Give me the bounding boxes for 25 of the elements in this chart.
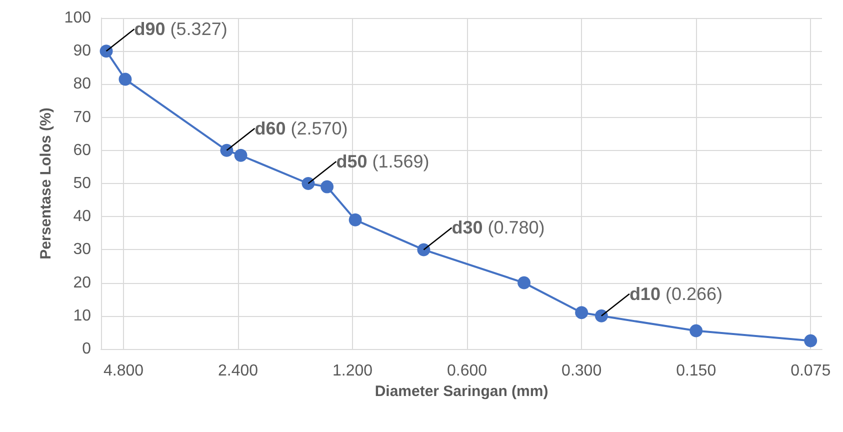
x-tick-label: 4.800 <box>103 362 144 380</box>
y-tick-label: 50 <box>73 175 92 192</box>
y-tick-label: 30 <box>73 241 92 258</box>
annotation: d90 (5.327) <box>134 19 228 40</box>
y-tick-label: 70 <box>73 108 92 126</box>
y-tick-label: 100 <box>64 10 92 26</box>
y-tick-label: 10 <box>73 307 92 324</box>
x-tick-label: 0.600 <box>447 362 488 380</box>
y-tick-label: 80 <box>73 76 92 93</box>
x-tick-label: 0.300 <box>562 362 602 380</box>
y-tick-label: 0 <box>82 340 92 358</box>
x-tick-label: 2.400 <box>218 362 258 380</box>
x-tick-label: 1.200 <box>332 362 373 380</box>
y-tick-label: 60 <box>73 142 92 159</box>
y-tick-label: 20 <box>73 274 92 292</box>
y-axis-title: Persentase Lolos (%) <box>37 108 54 260</box>
x-axis-title: Diameter Saringan (mm) <box>374 382 548 400</box>
annotation: d60 (2.570) <box>254 118 348 138</box>
x-tick-label: 0.150 <box>676 362 716 380</box>
annotation: d10 (0.266) <box>629 284 722 304</box>
y-tick-label: 40 <box>73 208 92 226</box>
annotation: d50 (1.569) <box>336 152 430 172</box>
y-tick-label: 90 <box>73 42 92 60</box>
annotation: d30 (0.780) <box>452 218 545 238</box>
x-tick-label: 0.075 <box>790 362 831 380</box>
